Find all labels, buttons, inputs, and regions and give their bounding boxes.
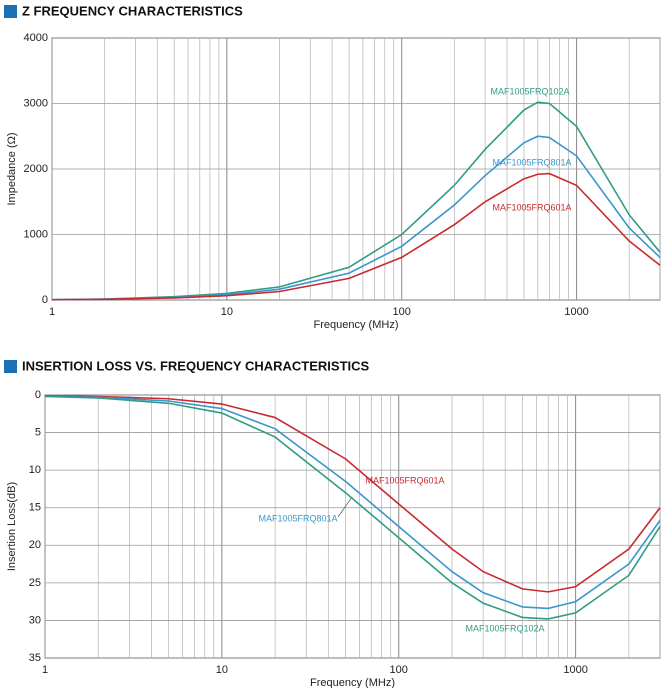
y-tick-label: 0 <box>42 294 48 306</box>
y-tick-label: 1000 <box>24 228 48 240</box>
y-tick-label: 4000 <box>24 32 48 44</box>
y-tick-label: 20 <box>29 539 41 551</box>
x-tick-label: 100 <box>393 306 411 318</box>
series-label: MAF1005FRQ601A <box>492 202 571 212</box>
x-tick-label: 10 <box>221 306 233 318</box>
y-tick-label: 30 <box>29 614 41 626</box>
x-tick-label: 1000 <box>564 306 588 318</box>
y-axis-label: Insertion Loss(dB) <box>6 482 18 571</box>
series-label: MAF1005FRQ801A <box>258 513 337 523</box>
y-tick-label: 2000 <box>24 163 48 175</box>
x-tick-label: 1000 <box>563 664 587 676</box>
y-tick-label: 15 <box>29 502 41 514</box>
x-axis-label: Frequency (MHz) <box>314 319 399 331</box>
x-tick-label: 100 <box>390 664 408 676</box>
series-line <box>51 172 661 301</box>
plot-area <box>44 394 661 659</box>
y-axis-label: Impedance (Ω) <box>6 132 18 205</box>
series-label: MAF1005FRQ801A <box>492 157 571 167</box>
series-label: MAF1005FRQ102A <box>490 86 569 96</box>
y-tick-label: 10 <box>29 464 41 476</box>
y-tick-label: 0 <box>35 389 41 401</box>
y-tick-label: 25 <box>29 577 41 589</box>
y-tick-label: 3000 <box>24 97 48 109</box>
section-title: Z FREQUENCY CHARACTERISTICS <box>22 3 243 18</box>
series-label: MAF1005FRQ102A <box>465 623 544 633</box>
x-tick-label: 10 <box>216 664 228 676</box>
y-tick-label: 35 <box>29 652 41 664</box>
x-tick-label: 1 <box>42 664 48 676</box>
section-marker <box>4 5 17 18</box>
series-line <box>44 395 661 610</box>
series-line <box>44 394 661 593</box>
section-title: INSERTION LOSS VS. FREQUENCY CHARACTERIS… <box>22 358 370 373</box>
series-line <box>51 101 661 301</box>
y-tick-label: 5 <box>35 426 41 438</box>
series-label: MAF1005FRQ601A <box>365 475 444 485</box>
x-tick-label: 1 <box>49 306 55 318</box>
x-axis-label: Frequency (MHz) <box>310 677 395 688</box>
series-line <box>44 395 661 620</box>
section-marker <box>4 360 17 373</box>
leader-line <box>337 496 353 518</box>
